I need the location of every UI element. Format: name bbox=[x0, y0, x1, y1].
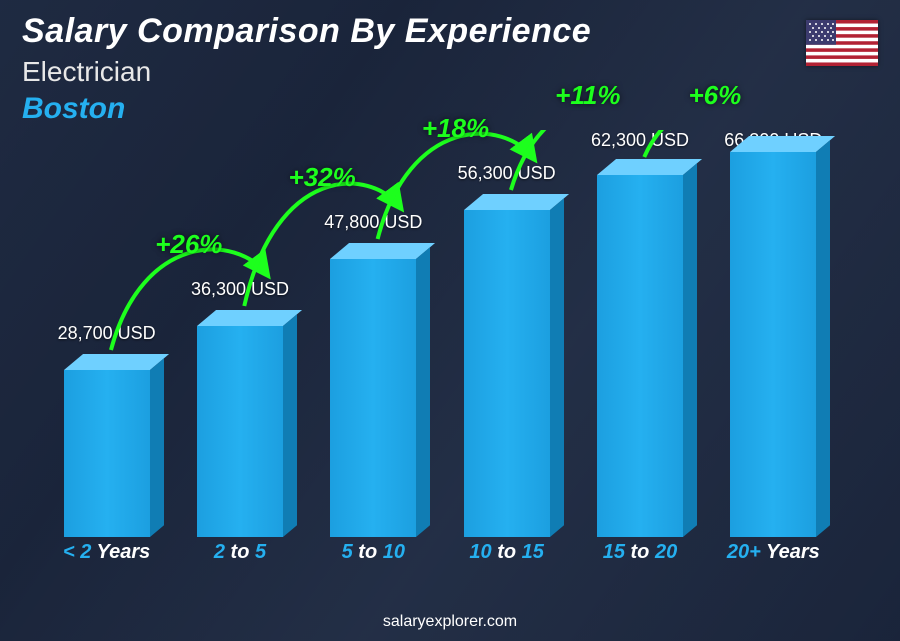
bar-column: 28,700 USD bbox=[40, 130, 173, 537]
bar-value-label: 56,300 USD bbox=[458, 163, 556, 184]
x-axis-label: 15 to 20 bbox=[573, 541, 706, 571]
x-axis-label: < 2 Years bbox=[40, 541, 173, 571]
bar bbox=[64, 370, 150, 537]
chart-title: Salary Comparison By Experience bbox=[22, 12, 591, 51]
growth-pct-label: +18% bbox=[422, 113, 489, 144]
bar-value-label: 28,700 USD bbox=[58, 323, 156, 344]
bar bbox=[464, 210, 550, 537]
bar-value-label: 47,800 USD bbox=[324, 212, 422, 233]
x-axis-label: 10 to 15 bbox=[440, 541, 573, 571]
bar bbox=[197, 326, 283, 537]
growth-pct-label: +6% bbox=[689, 80, 742, 111]
chart-canvas: Salary Comparison By Experience Electric… bbox=[0, 0, 900, 641]
bar-column: 62,300 USD bbox=[573, 130, 706, 537]
us-flag-icon bbox=[806, 20, 878, 66]
growth-pct-label: +26% bbox=[155, 229, 222, 260]
bar-value-label: 36,300 USD bbox=[191, 279, 289, 300]
bar-column: 66,300 USD bbox=[707, 130, 840, 537]
bar-chart: 28,700 USD 36,300 USD 47,800 USD 56,300 USD… bbox=[40, 130, 840, 571]
bar bbox=[597, 177, 683, 537]
chart-subtitle: Electrician bbox=[22, 56, 151, 88]
footer-attribution: salaryexplorer.com bbox=[0, 613, 900, 631]
chart-city: Boston bbox=[22, 92, 125, 126]
x-axis-label: 20+ Years bbox=[707, 541, 840, 571]
growth-pct-label: +11% bbox=[555, 80, 620, 111]
x-axis-label: 2 to 5 bbox=[173, 541, 306, 571]
bar bbox=[330, 259, 416, 537]
bar-value-label: 62,300 USD bbox=[591, 130, 689, 151]
bar-column: 56,300 USD bbox=[440, 130, 573, 537]
x-axis-label: 5 to 10 bbox=[307, 541, 440, 571]
bar-column: 36,300 USD bbox=[173, 130, 306, 537]
bar bbox=[730, 177, 816, 537]
growth-pct-label: +32% bbox=[289, 162, 356, 193]
